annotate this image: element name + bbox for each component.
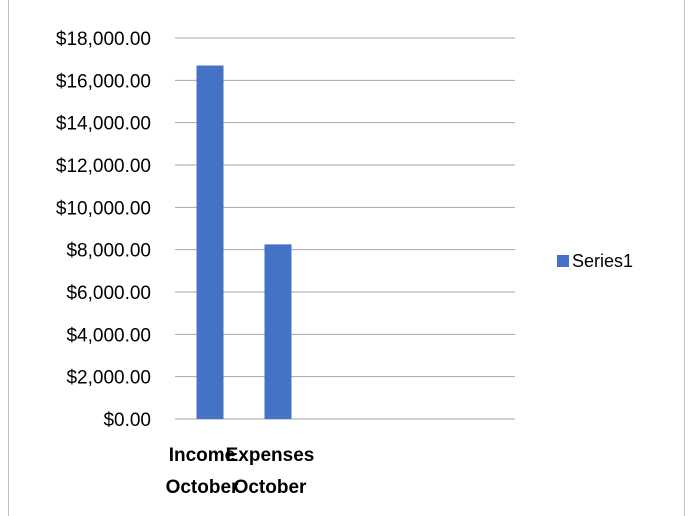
x-axis-category-labels: Income October Expenses October bbox=[166, 445, 315, 498]
bar-income bbox=[196, 65, 224, 420]
y-tick-label: $10,000.00 bbox=[56, 198, 151, 219]
x-category-label: Expenses bbox=[226, 445, 315, 466]
x-category-label: October bbox=[234, 477, 307, 498]
y-tick-label: $6,000.00 bbox=[66, 283, 151, 304]
y-tick-label: $12,000.00 bbox=[56, 156, 151, 177]
y-tick-label: $14,000.00 bbox=[56, 114, 151, 135]
legend-label-series1: Series1 bbox=[572, 251, 633, 271]
legend: Series1 bbox=[557, 251, 633, 271]
legend-swatch-series1 bbox=[557, 255, 569, 267]
bars bbox=[196, 65, 292, 420]
x-category-label: October bbox=[166, 477, 239, 498]
y-tick-label: $2,000.00 bbox=[66, 368, 151, 389]
y-tick-label: $16,000.00 bbox=[56, 71, 151, 92]
bar-expenses bbox=[264, 244, 292, 419]
y-tick-label: $0.00 bbox=[103, 410, 151, 431]
y-axis-tick-labels: $0.00 $2,000.00 $4,000.00 $6,000.00 $8,000.0… bbox=[56, 29, 151, 431]
y-tick-label: $18,000.00 bbox=[56, 29, 151, 50]
chart-frame bbox=[8, 0, 685, 516]
x-category-label: Income bbox=[169, 445, 236, 466]
y-tick-label: $8,000.00 bbox=[66, 241, 151, 262]
gridlines bbox=[175, 37, 515, 420]
y-tick-label: $4,000.00 bbox=[66, 325, 151, 346]
